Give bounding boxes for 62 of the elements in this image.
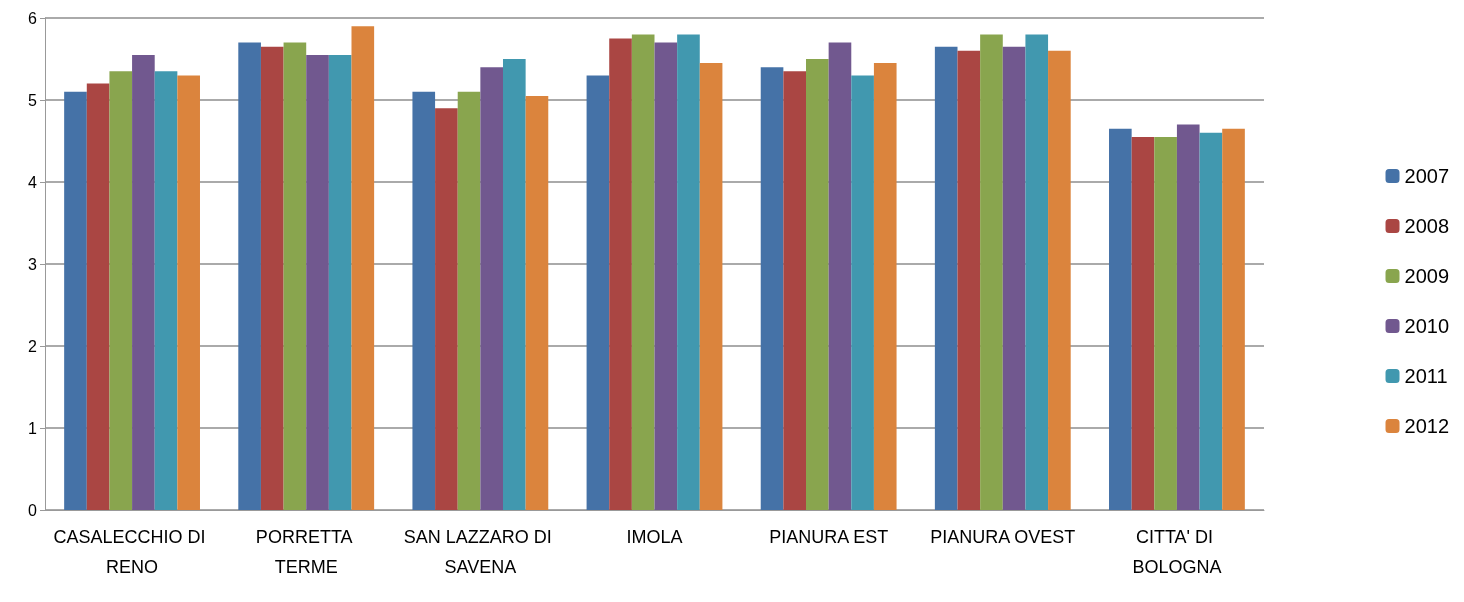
bar [699,63,723,510]
bar [1222,128,1245,510]
bar [412,91,436,510]
bar [503,59,526,510]
bar [177,75,200,510]
x-tick-label: PIANURA EST [769,527,889,547]
legend-label: 2009 [1404,265,1450,287]
bar [480,67,503,510]
bar [351,26,375,510]
y-tick-label: 1 [28,419,38,437]
bar [435,108,458,510]
bar [934,46,958,510]
bar [1025,34,1049,510]
bar [64,91,87,510]
x-tick-label: SAN LAZZARO DI SAVENA [403,527,557,577]
bar [677,34,700,510]
bar [654,42,678,510]
y-tick-label: 3 [28,255,38,273]
y-tick-label: 6 [28,9,38,27]
x-tick-label: IMOLA [626,527,683,547]
bar [525,95,549,510]
bar [783,71,806,510]
bar [1109,128,1132,510]
bar [306,54,329,510]
bar [1154,136,1177,510]
bar [457,91,481,510]
bar [760,67,784,510]
legend-label: 2007 [1404,165,1450,187]
bar [851,75,874,510]
bar [283,42,307,510]
bar [1002,46,1026,510]
x-tick-label: PIANURA OVEST [930,527,1076,547]
x-tick-label: CASALECCHIO DI RENO [53,527,211,577]
legend-label: 2011 [1404,365,1448,387]
bar [873,63,897,510]
bar [828,42,852,510]
y-tick-label: 2 [28,337,38,355]
y-tick-label: 0 [28,501,38,519]
bar [980,34,1003,510]
bar [238,42,261,510]
bar [586,75,610,510]
bar [132,54,155,510]
bar [109,71,133,510]
legend-label: 2012 [1404,415,1450,437]
legend-label: 2010 [1404,315,1450,337]
y-tick-label: 5 [28,91,38,109]
bar [957,50,981,510]
bar [1176,124,1200,510]
bar [1199,132,1223,510]
x-tick-label: CITTA' DI BOLOGNA [1132,527,1222,577]
x-tick-label: PORRETTA TERME [255,527,357,577]
bar [86,83,110,510]
bar [631,34,655,510]
bar [609,38,632,510]
bar [806,59,829,510]
bar [154,71,178,510]
y-tick-label: 4 [28,173,38,191]
bar [260,46,284,510]
bar [1131,136,1155,510]
legend-label: 2008 [1404,215,1450,237]
bar [1048,50,1071,510]
bar [328,54,352,510]
